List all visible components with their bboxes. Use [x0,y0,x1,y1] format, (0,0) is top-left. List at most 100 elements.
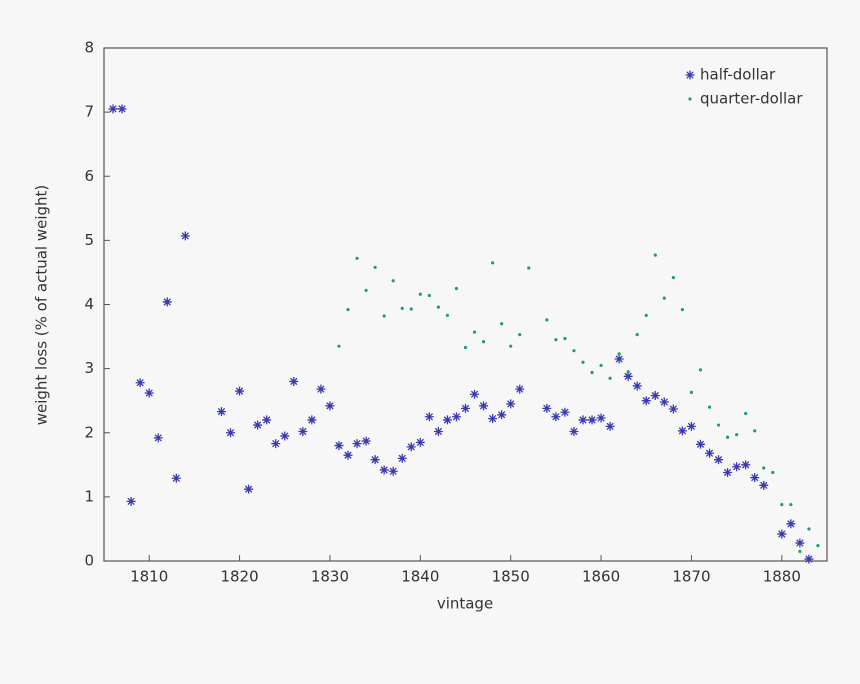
point [572,349,576,353]
point [144,388,154,398]
x-tick-label: 1870 [672,568,710,586]
point [352,439,362,449]
point [698,368,703,372]
point [632,381,642,391]
plot-frame [103,47,828,562]
point [626,370,630,374]
point [725,435,730,439]
point [126,496,136,506]
y-tick-label: 8 [84,39,94,57]
point [488,414,498,424]
point [235,386,245,396]
point [298,426,308,436]
point [472,330,477,334]
point [545,318,549,322]
point [108,104,118,114]
point [641,396,651,406]
point [668,404,678,414]
point [316,384,326,394]
point [807,527,811,531]
y-tick-label: 4 [84,295,94,313]
point [451,412,461,422]
point [753,429,757,433]
point [325,401,335,411]
x-tick-label: 1810 [130,568,168,586]
point [334,441,344,451]
x-tick-label: 1850 [492,568,530,586]
point [554,338,558,342]
point [433,426,443,436]
legend-label: quarter-dollar [700,90,803,108]
point [518,333,522,337]
legend-label: half-dollar [700,66,776,84]
point [750,473,760,483]
point [346,308,350,312]
point [424,412,434,422]
point [569,426,579,436]
point [623,371,633,381]
point [527,266,531,270]
point [795,538,805,548]
point [689,390,694,394]
point [659,397,669,407]
point [226,428,236,438]
point [406,442,416,452]
point [662,296,666,300]
point [415,437,425,447]
point [373,265,377,269]
point [364,288,368,292]
point [180,231,190,241]
point [671,275,675,280]
point [780,502,784,507]
point [551,412,561,422]
point [786,519,796,529]
point [379,465,389,475]
point [370,455,380,465]
point [479,401,489,411]
point [608,376,612,380]
point [804,554,814,564]
point [542,403,552,413]
point [650,391,660,401]
point [244,484,254,494]
point [605,421,615,431]
point [695,439,705,449]
point [135,378,145,388]
point [509,344,513,348]
point [343,450,353,460]
x-axis-label: vintage [437,595,493,613]
point [355,256,359,260]
point [680,308,685,312]
point [307,415,317,425]
point [442,415,452,425]
point [723,468,733,478]
point [590,370,594,375]
point [635,333,639,337]
x-tick-label: 1830 [311,568,349,586]
y-tick-label: 5 [84,231,94,249]
point [262,415,272,425]
point [506,399,516,409]
point [463,345,468,350]
point [716,423,721,427]
point [578,415,588,425]
point [400,306,404,310]
point [388,466,398,476]
point [735,433,739,437]
point [337,344,341,348]
point [445,313,450,318]
x-tick-label: 1880 [763,568,801,586]
point [741,460,751,470]
point [644,313,648,318]
point [777,529,787,539]
point [816,544,820,548]
point [759,480,769,490]
point [744,411,748,416]
point [289,376,299,386]
point [617,352,621,356]
x-tick-label: 1840 [401,568,439,586]
y-tick-label: 0 [84,552,94,570]
point [599,363,603,368]
y-tick-label: 3 [84,359,94,377]
